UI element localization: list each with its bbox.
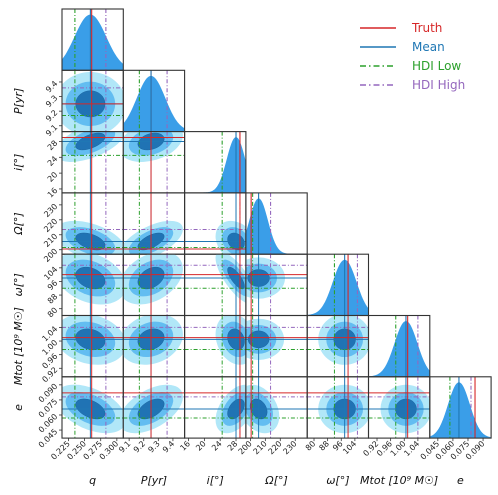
histogram-i (184, 137, 246, 193)
legend-label: HDI High (412, 78, 465, 92)
panel-omega-i (184, 254, 246, 316)
y-tick-label-Omega: 210 (42, 232, 59, 249)
panel-P-P (123, 70, 185, 132)
panel-Mtot-Omega (245, 315, 308, 377)
x-tick-label-omega: 88 (317, 439, 331, 453)
panel-Omega-P (123, 192, 185, 255)
y-tick-label-P: 9.1 (44, 123, 59, 138)
panel-omega-omega (307, 254, 369, 316)
x-tick-label-i: 24 (210, 439, 224, 453)
x-tick-label-Omega: 200 (237, 439, 254, 456)
y-tick-label-Omega: 230 (42, 202, 59, 219)
panel-Mtot-omega (307, 315, 369, 377)
histogram-Omega (245, 198, 308, 255)
y-axis-label-e: e (12, 404, 25, 411)
y-tick-label-i: 16 (46, 186, 60, 200)
x-axis-label-Omega: Ω[°] (264, 474, 288, 487)
y-tick-label-P: 9.2 (44, 108, 59, 123)
panel-Mtot-i (184, 315, 246, 377)
x-tick-label-Omega: 230 (281, 439, 298, 456)
panel-Mtot-q (62, 315, 124, 377)
x-tick-label-i: 20 (194, 439, 208, 453)
y-axis-label-i: i[°] (12, 154, 25, 171)
histogram-P (123, 75, 185, 132)
x-axis-label-q: q (89, 474, 96, 487)
y-tick-label-i: 20 (46, 170, 60, 184)
legend-label: Mean (412, 40, 445, 54)
histogram-omega (307, 259, 369, 316)
panel-e-i (184, 376, 246, 439)
y-axis-label-Omega: Ω[°] (12, 212, 25, 236)
histogram-Mtot (368, 321, 430, 377)
panel-e-q (62, 376, 124, 439)
histogram-q (62, 14, 124, 71)
y-tick-label-Omega: 200 (42, 247, 59, 264)
y-tick-label-omega: 80 (46, 306, 60, 320)
panel-Omega-i (184, 192, 246, 255)
x-tick-label-omega: 104 (341, 439, 358, 456)
y-tick-label-i: 28 (46, 139, 60, 153)
x-tick-label-P: 9.2 (132, 439, 147, 454)
x-tick-label-P: 9.3 (146, 439, 161, 454)
panel-omega-Omega (245, 254, 308, 316)
panel-e-Omega (245, 376, 308, 439)
x-axis-label-e: e (457, 474, 464, 487)
panel-i-P (123, 131, 185, 193)
panel-frame (429, 376, 492, 439)
x-axis-label-P: P[yr] (141, 474, 167, 487)
y-tick-label-i: 24 (46, 154, 60, 168)
y-axis-label-Mtot: Mtot [10⁹ M☉] (12, 307, 25, 385)
y-tick-label-P: 9.4 (44, 79, 59, 94)
x-tick-label-Omega: 220 (267, 439, 284, 456)
panel-e-omega (307, 376, 369, 439)
panel-Mtot-Mtot (368, 315, 430, 377)
panel-i-q (62, 131, 124, 193)
y-axis-label-P: P[yr] (12, 88, 25, 114)
x-tick-label-P: 9.1 (117, 439, 132, 454)
panel-q-q (62, 9, 124, 71)
panel-Omega-Omega (245, 192, 308, 255)
y-tick-label-omega: 88 (46, 292, 60, 306)
y-tick-label-Omega: 220 (42, 217, 59, 234)
panel-omega-P (123, 254, 185, 316)
legend-label: HDI Low (412, 59, 461, 73)
x-tick-label-i: 16 (178, 439, 192, 453)
panel-omega-q (62, 254, 124, 316)
x-axis-label-i: i[°] (207, 474, 224, 487)
legend-label: Truth (411, 21, 442, 35)
histogram-e (429, 382, 492, 439)
panel-i-i (184, 131, 246, 193)
panel-e-Mtot (368, 376, 430, 439)
x-tick-label-P: 9.4 (161, 439, 176, 454)
panel-Omega-q (62, 192, 124, 255)
panel-Mtot-P (123, 315, 185, 377)
y-tick-label-omega: 104 (42, 265, 59, 282)
y-axis-label-omega: ω[°] (12, 273, 25, 296)
y-tick-label-P: 9.3 (44, 94, 59, 109)
x-axis-label-Mtot: Mtot [10⁹ M☉] (360, 474, 438, 487)
x-tick-label-omega: 80 (304, 439, 318, 453)
panel-e-e (429, 376, 492, 439)
panel-P-q (62, 70, 124, 132)
x-tick-label-Omega: 210 (252, 439, 269, 456)
x-axis-label-omega: ω[°] (326, 474, 349, 487)
